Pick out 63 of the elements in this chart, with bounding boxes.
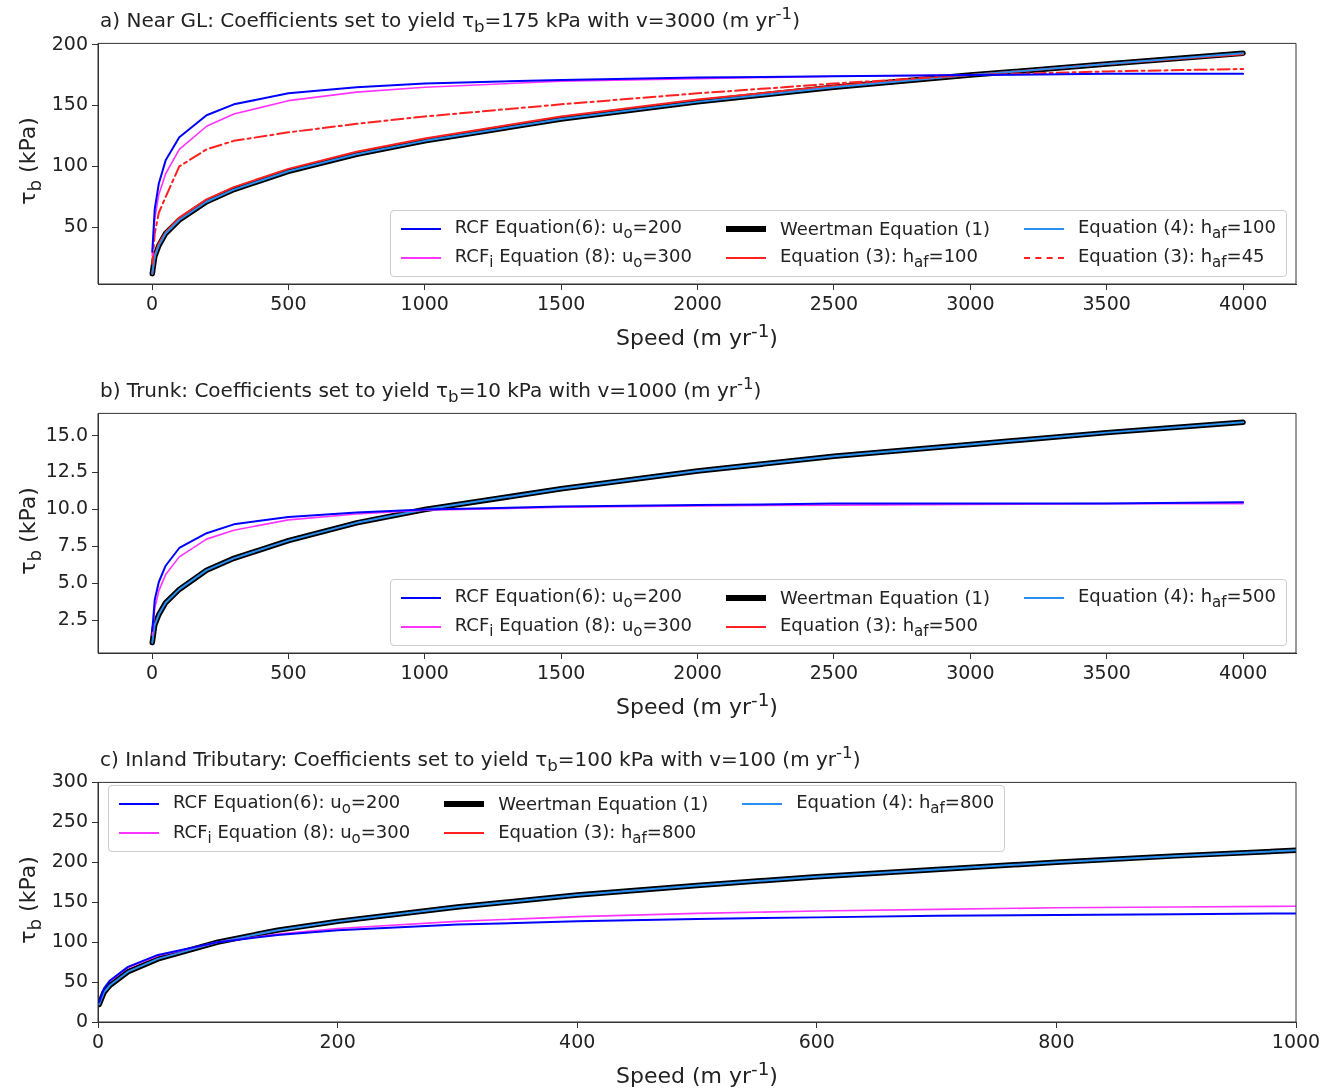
x-tick-label: 3000 — [946, 292, 995, 315]
x-tick-label: 0 — [145, 292, 159, 315]
y-tick-label: 200 — [51, 31, 88, 54]
y-tick-label: 150 — [51, 889, 88, 912]
y-tick-label: 0 — [75, 1008, 88, 1031]
legend-label: Equation (3): h$_{af}$=100 — [779, 245, 979, 271]
y-tick-label: 100 — [51, 929, 88, 952]
legend-label: RCF Equation(6): u$_{o}$=200 — [173, 791, 401, 817]
legend-label: Equation (3): h$_{af}$=500 — [779, 614, 979, 640]
chart-title: b) Trunk: Coefficients set to yield τ$_{b}$=10 kPa with v=1000 (m yr$^{-1}$) — [100, 374, 762, 406]
y-tick-label: 2.5 — [57, 607, 88, 630]
x-tick-label: 3500 — [1082, 292, 1131, 315]
legend-label: RCF$_{i}$ Equation (8): u$_{o}$=300 — [173, 820, 411, 847]
x-tick-label: 1000 — [400, 661, 449, 684]
x-tick-label: 400 — [559, 1030, 596, 1053]
y-tick-label: 5.0 — [57, 570, 88, 593]
legend-label: RCF$_{i}$ Equation (8): u$_{o}$=300 — [454, 614, 692, 640]
x-tick-label: 0 — [91, 1030, 105, 1053]
legend-label: Equation (4): h$_{af}$=100 — [1077, 215, 1276, 242]
y-tick-label: 50 — [63, 214, 88, 237]
x-tick-label: 800 — [1038, 1030, 1075, 1053]
x-tick-label: 2000 — [673, 292, 722, 315]
x-tick-label: 500 — [270, 292, 307, 315]
x-tick-label: 1000 — [400, 292, 449, 315]
y-tick-label: 12.5 — [45, 459, 88, 482]
y-tick-label: 10.0 — [45, 496, 88, 519]
x-tick-label: 2000 — [673, 661, 722, 684]
x-tick-label: 3000 — [946, 661, 995, 684]
y-tick-label: 150 — [51, 92, 88, 115]
legend-label: RCF Equation(6): u$_{o}$=200 — [454, 584, 683, 611]
legend-label: Weertman Equation (1) — [779, 218, 990, 240]
x-tick-label: 3500 — [1082, 661, 1131, 684]
y-tick-label: 7.5 — [57, 533, 88, 556]
legend-label: Weertman Equation (1) — [498, 793, 709, 815]
x-tick-label: 600 — [798, 1030, 835, 1053]
legend-label: Equation (3): h$_{af}$=800 — [498, 820, 697, 847]
x-tick-label: 1500 — [536, 292, 586, 315]
legend-label: Weertman Equation (1) — [779, 587, 990, 609]
legend-label: Equation (4): h$_{af}$=500 — [1077, 584, 1276, 611]
x-tick-label: 4000 — [1218, 661, 1268, 684]
y-tick-label: 250 — [51, 809, 88, 832]
x-tick-label: 1000 — [1271, 1030, 1321, 1053]
y-tick-label: 200 — [51, 849, 88, 872]
x-tick-label: 2500 — [809, 292, 859, 315]
chart-title: a) Near GL: Coefficients set to yield τ$_{b}$=175 kPa with v=3000 (m yr$^{-1}$) — [100, 4, 800, 36]
x-tick-label: 500 — [270, 661, 307, 684]
x-tick-label: 1500 — [536, 661, 586, 684]
y-tick-label: 300 — [51, 769, 88, 792]
x-tick-label: 2500 — [809, 661, 859, 684]
legend-label: Equation (3): h$_{af}$=45 — [1077, 245, 1265, 271]
y-tick-label: 15.0 — [45, 422, 88, 445]
legend-label: RCF$_{i}$ Equation (8): u$_{o}$=300 — [454, 245, 692, 271]
x-tick-label: 0 — [145, 661, 159, 684]
x-tick-label: 4000 — [1218, 292, 1268, 315]
chart-title: c) Inland Tributary: Coefficients set to yield τ$_{b}$=100 kPa with v=100 (m yr$^{-1}$) — [100, 743, 861, 775]
x-axis-title: Speed (m yr$^{-1}$) — [615, 689, 779, 720]
x-axis-title: Speed (m yr$^{-1}$) — [615, 1058, 779, 1089]
y-tick-label: 50 — [63, 969, 88, 991]
legend-label: RCF Equation(6): u$_{o}$=200 — [454, 215, 683, 242]
x-axis-title: Speed (m yr$^{-1}$) — [615, 320, 779, 351]
x-tick-label: 200 — [319, 1030, 356, 1053]
legend-label: Equation (4): h$_{af}$=800 — [796, 791, 995, 817]
y-tick-label: 100 — [51, 153, 88, 176]
